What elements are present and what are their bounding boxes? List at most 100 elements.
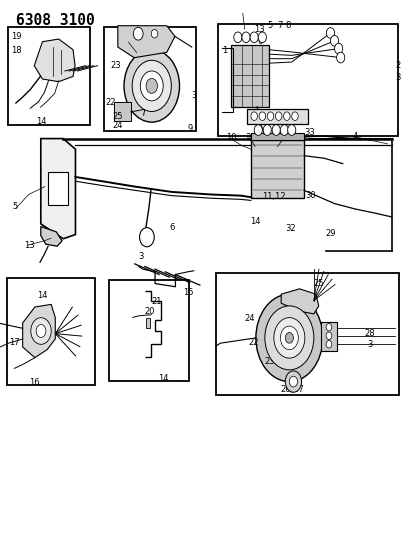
Circle shape: [265, 306, 314, 370]
Polygon shape: [41, 139, 75, 239]
Bar: [104, 27, 196, 131]
Text: 1: 1: [222, 46, 228, 55]
Text: 23: 23: [110, 61, 121, 69]
Text: 13: 13: [24, 241, 35, 249]
Circle shape: [272, 125, 280, 135]
Text: 4: 4: [353, 132, 358, 141]
Text: 29: 29: [326, 229, 336, 238]
Polygon shape: [22, 304, 55, 358]
Bar: [231, 45, 269, 107]
Text: 26,27: 26,27: [281, 385, 305, 393]
Circle shape: [289, 376, 297, 387]
Circle shape: [337, 52, 345, 63]
Text: 19: 19: [11, 32, 22, 41]
Text: 5: 5: [267, 21, 273, 30]
Text: 3: 3: [191, 92, 196, 100]
Text: 9: 9: [188, 125, 193, 133]
Circle shape: [335, 43, 343, 54]
Polygon shape: [34, 39, 75, 82]
Polygon shape: [41, 227, 62, 246]
Bar: [216, 273, 399, 395]
Text: 6: 6: [257, 37, 262, 45]
Circle shape: [124, 50, 180, 122]
Circle shape: [274, 318, 305, 358]
Text: 32: 32: [286, 224, 296, 232]
Bar: [321, 322, 337, 351]
Circle shape: [140, 71, 163, 101]
Bar: [7, 278, 95, 385]
Bar: [218, 24, 398, 136]
Text: 2: 2: [396, 61, 401, 69]
Circle shape: [267, 112, 274, 120]
Bar: [251, 140, 304, 198]
Text: 11: 11: [279, 132, 289, 141]
Circle shape: [256, 294, 323, 382]
Circle shape: [250, 32, 258, 43]
Bar: [247, 109, 308, 124]
Text: 23: 23: [264, 357, 275, 366]
Circle shape: [326, 28, 335, 38]
Circle shape: [263, 125, 271, 135]
Polygon shape: [281, 289, 319, 314]
Bar: [48, 172, 68, 205]
Text: 13: 13: [254, 26, 265, 34]
Circle shape: [284, 112, 290, 120]
Circle shape: [326, 341, 332, 348]
Bar: [109, 280, 189, 381]
Text: 22: 22: [249, 338, 259, 346]
Circle shape: [132, 60, 171, 111]
Circle shape: [330, 35, 339, 46]
Text: 25: 25: [112, 112, 123, 120]
Text: 8: 8: [286, 21, 291, 30]
Circle shape: [254, 125, 262, 135]
Text: 18: 18: [11, 46, 22, 55]
Circle shape: [285, 371, 302, 392]
Text: 22: 22: [105, 98, 116, 107]
Text: 28: 28: [364, 329, 375, 337]
Text: 14: 14: [250, 217, 261, 226]
Text: 5: 5: [12, 202, 18, 211]
Circle shape: [259, 112, 266, 120]
Circle shape: [242, 32, 250, 43]
Polygon shape: [118, 26, 175, 58]
Circle shape: [285, 333, 293, 343]
Circle shape: [146, 78, 157, 93]
Text: 15: 15: [183, 288, 193, 296]
Text: 3: 3: [395, 73, 400, 82]
Text: 14: 14: [36, 117, 47, 126]
Text: 3: 3: [139, 253, 144, 261]
Text: 24: 24: [244, 314, 255, 323]
Text: 20: 20: [145, 308, 155, 316]
Text: 21: 21: [151, 297, 162, 305]
Text: 17: 17: [9, 338, 20, 346]
Bar: [146, 319, 150, 328]
Circle shape: [275, 112, 282, 120]
Circle shape: [258, 32, 266, 43]
Bar: [114, 102, 131, 121]
Text: 14: 14: [38, 292, 48, 300]
Bar: [8, 27, 90, 125]
Circle shape: [292, 112, 298, 120]
Circle shape: [288, 125, 296, 135]
Circle shape: [31, 318, 51, 344]
Text: 16: 16: [29, 378, 40, 387]
Text: 6: 6: [169, 223, 175, 231]
Circle shape: [151, 29, 158, 38]
Text: 24: 24: [112, 122, 123, 130]
Circle shape: [280, 125, 288, 135]
Circle shape: [234, 32, 242, 43]
Bar: [251, 133, 304, 140]
Circle shape: [36, 325, 46, 337]
Text: 30: 30: [305, 191, 316, 199]
Text: 25: 25: [313, 279, 324, 288]
Circle shape: [326, 332, 332, 340]
Text: 33: 33: [304, 128, 315, 136]
Text: 14: 14: [158, 374, 169, 383]
Text: 6308 3100: 6308 3100: [16, 13, 94, 28]
Text: 7: 7: [277, 21, 283, 30]
Circle shape: [280, 326, 298, 350]
Circle shape: [251, 112, 257, 120]
Text: 31: 31: [245, 133, 255, 142]
Text: 10: 10: [226, 133, 236, 142]
Text: 11,12: 11,12: [262, 192, 286, 200]
